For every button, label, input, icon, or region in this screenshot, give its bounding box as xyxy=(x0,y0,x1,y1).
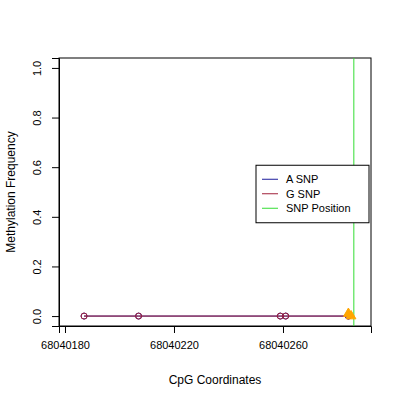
legend: A SNP G SNP SNP Position xyxy=(256,165,369,223)
y-tick: 0.2 xyxy=(31,259,59,274)
data-point xyxy=(81,313,87,319)
y-tick-mark xyxy=(52,167,59,168)
x-tick: 68040180 xyxy=(41,326,90,351)
series-line xyxy=(84,316,348,317)
y-tick-mark xyxy=(52,266,59,267)
x-tick: 68040260 xyxy=(259,326,308,351)
series-line xyxy=(84,316,348,317)
y-tick-mark xyxy=(52,217,59,218)
y-tick: 1.0 xyxy=(31,61,59,76)
y-tick-label: 0.2 xyxy=(31,259,43,274)
x-axis-title: CpG Coordinates xyxy=(169,373,262,387)
plot-frame xyxy=(59,58,371,326)
y-tick-mark xyxy=(52,68,59,69)
y-tick-mark xyxy=(52,118,59,119)
y-axis-title: Methylation Frequency xyxy=(4,131,18,252)
x-tick-mark xyxy=(283,326,284,333)
legend-swatch xyxy=(262,208,278,209)
legend-swatch xyxy=(262,193,278,194)
legend-label: A SNP xyxy=(286,173,318,185)
x-tick-label: 68040180 xyxy=(41,339,90,351)
y-tick-label: 0.0 xyxy=(31,309,43,324)
y-axis: 0.0 0.2 0.4 0.6 0.8 1.0 xyxy=(31,59,60,327)
y-tick: 0.6 xyxy=(31,160,59,175)
y-axis-line xyxy=(52,59,60,327)
x-axis-line xyxy=(60,327,372,334)
legend-swatch xyxy=(262,179,278,180)
y-tick-label: 0.6 xyxy=(31,160,43,175)
x-tick-label: 68040220 xyxy=(150,339,199,351)
x-axis: 68040180 68040220 68040260 xyxy=(41,326,371,351)
x-tick-label: 68040260 xyxy=(259,339,308,351)
y-tick-mark xyxy=(52,316,59,317)
x-tick-mark xyxy=(174,326,175,333)
y-tick: 0.8 xyxy=(31,110,59,125)
data-point xyxy=(346,311,356,319)
y-tick: 0.4 xyxy=(31,210,59,225)
y-tick-label: 0.8 xyxy=(31,110,43,125)
x-tick-mark xyxy=(65,326,66,333)
legend-label: G SNP xyxy=(286,188,320,200)
data-point xyxy=(136,313,142,319)
y-tick-label: 1.0 xyxy=(31,61,43,76)
y-tick-label: 0.4 xyxy=(31,210,43,225)
legend-label: SNP Position xyxy=(286,202,351,214)
legend-box xyxy=(256,165,369,223)
x-tick: 68040220 xyxy=(150,326,199,351)
chart: 68040180 68040220 68040260 0.0 0.2 0.4 0.6 0.8 1… xyxy=(0,0,400,400)
plot-area xyxy=(81,58,356,326)
y-tick: 0.0 xyxy=(31,309,59,324)
data-point xyxy=(283,313,289,319)
